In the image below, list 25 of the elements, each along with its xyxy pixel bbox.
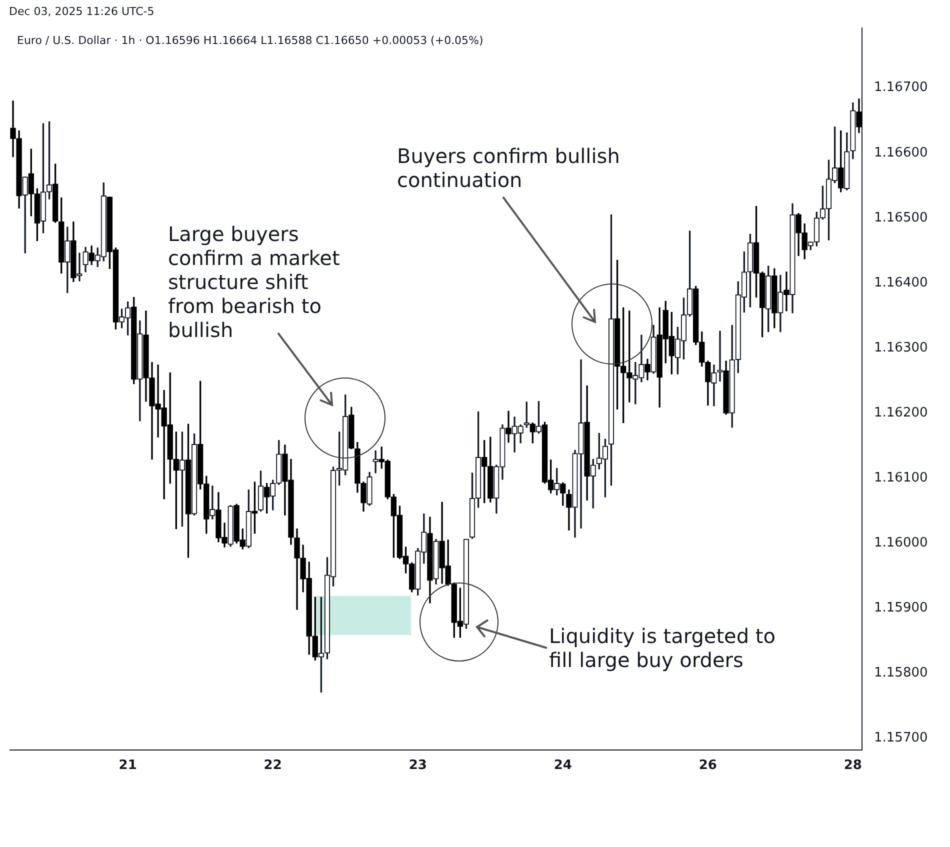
candlestick: [506, 410, 512, 443]
y-tick-label: 1.16300: [874, 340, 928, 356]
y-tick-label: 1.16500: [874, 210, 928, 226]
x-tick-label: 22: [264, 758, 282, 774]
annotation: Buyers confirm bullish continuation: [397, 144, 621, 192]
text: Dec 03, 2025 11:26 UTC-5: [9, 5, 156, 19]
annotation: Large buyers confirm a market structure shift from bearish to bullish: [168, 222, 341, 342]
x-tick-label: 23: [408, 758, 427, 774]
y-tick-label: 1.16600: [874, 145, 928, 160]
text: Euro / U.S. Dollar · 1h · O1.16596 H1.16664 L1.16588 C1.16650 +0.00053 (+0.05%): [17, 34, 484, 47]
y-tick-label: 1.16000: [874, 536, 928, 551]
y-tick-label: 1.15900: [874, 600, 928, 616]
y-tick-label: 1.15800: [874, 666, 928, 681]
x-tick-label: 21: [118, 758, 137, 774]
candlestick: [784, 272, 790, 312]
candlestick: [210, 486, 216, 520]
y-tick-label: 1.16100: [874, 470, 928, 486]
y-tick-label: 1.15700: [874, 730, 928, 746]
annotation: Liquidity is targeted to fill large buy orders: [549, 624, 776, 672]
x-tick-label: 28: [844, 758, 862, 774]
y-tick-label: 1.16400: [874, 275, 928, 290]
x-tick-label: 26: [698, 758, 717, 774]
y-tick-label: 1.16700: [874, 80, 928, 96]
y-tick-label: 1.16200: [874, 405, 928, 420]
x-tick-label: 24: [554, 758, 572, 774]
